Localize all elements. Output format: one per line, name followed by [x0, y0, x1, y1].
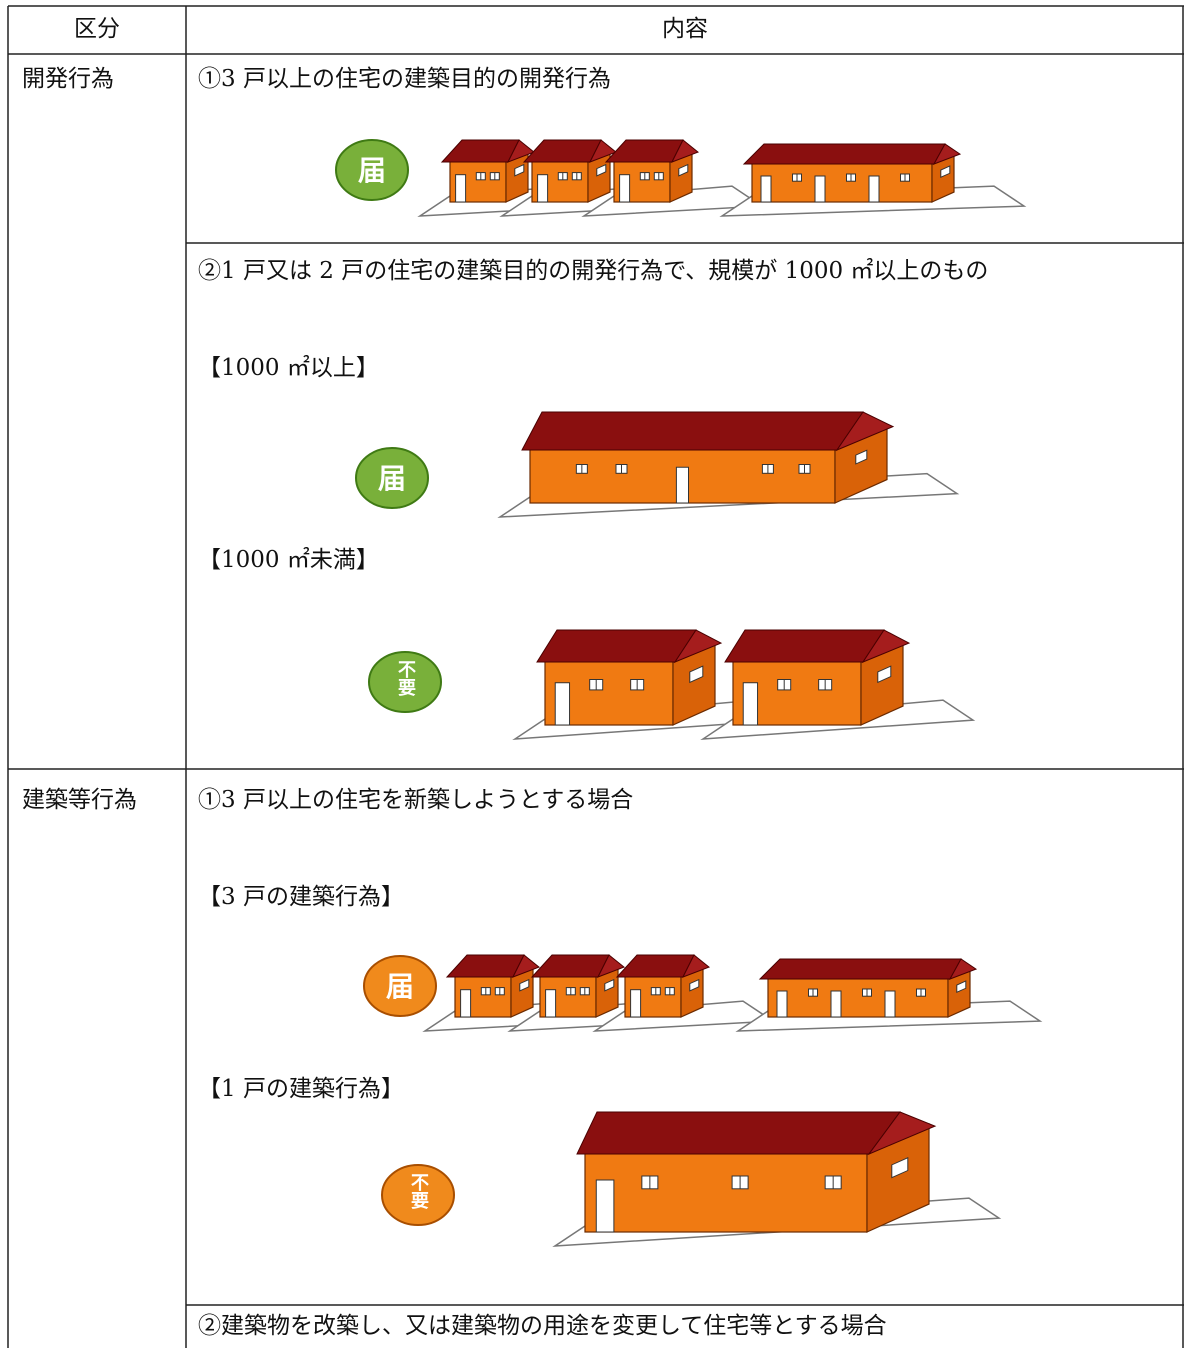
door	[760, 175, 772, 203]
window	[891, 1156, 909, 1179]
roof	[522, 139, 602, 163]
house-illustration	[719, 143, 1027, 217]
roof	[576, 1111, 901, 1155]
door	[554, 682, 571, 726]
roof-gable	[506, 139, 535, 163]
badge-shape	[368, 651, 442, 713]
door	[868, 175, 880, 203]
window	[596, 163, 607, 177]
window	[519, 978, 530, 992]
door	[455, 174, 467, 203]
house-illustration	[512, 629, 788, 740]
roof	[530, 954, 610, 978]
badge: 届	[335, 139, 409, 201]
window	[855, 449, 868, 465]
roof	[536, 629, 697, 663]
roof	[521, 411, 864, 451]
door	[545, 989, 557, 1018]
window	[689, 978, 700, 992]
item-text: ②建築物を改築し、又は建築物の用途を変更して住宅等とする場合	[198, 1313, 887, 1339]
badge-text: 不要	[395, 660, 416, 697]
roof-gable	[670, 139, 699, 163]
door	[537, 174, 549, 203]
badge: 届	[355, 447, 429, 509]
badge: 不要	[368, 651, 442, 713]
door	[630, 989, 642, 1018]
door	[675, 466, 690, 504]
house-illustration	[700, 629, 976, 740]
badge-text: 届	[358, 154, 386, 187]
door	[830, 990, 842, 1018]
header-cell: 内容	[662, 16, 708, 42]
roof	[445, 954, 525, 978]
figure-label: 【1000 ㎡未満】	[198, 547, 379, 573]
door	[460, 989, 472, 1018]
roof-gable	[681, 954, 710, 978]
roof-gable	[673, 629, 723, 664]
house-illustration	[592, 954, 776, 1032]
header-cell: 区分	[74, 16, 120, 42]
window	[604, 978, 615, 992]
window	[678, 163, 689, 177]
badge-shape	[363, 955, 437, 1017]
badge: 届	[363, 955, 437, 1017]
window	[940, 165, 951, 178]
window	[689, 665, 704, 684]
house-illustration	[552, 1111, 1002, 1247]
door	[742, 682, 759, 726]
roof-gable	[511, 954, 540, 978]
category: 開発行為	[22, 66, 114, 92]
roof	[615, 954, 695, 978]
item-text: ①3 戸以上の住宅を新築しようとする場合	[198, 787, 633, 813]
badge: 不要	[381, 1164, 455, 1226]
roof-gable	[932, 143, 962, 165]
door	[814, 175, 826, 203]
window	[956, 980, 967, 993]
roof	[758, 958, 962, 980]
door	[595, 1179, 615, 1233]
house-illustration	[497, 411, 960, 518]
house-front	[751, 161, 933, 203]
roof-gable	[867, 1111, 937, 1156]
roof	[724, 629, 885, 663]
badge-text: 不要	[408, 1173, 429, 1210]
door	[776, 990, 788, 1018]
figure-label: 【3 戸の建築行為】	[198, 884, 404, 910]
badge-shape	[335, 139, 409, 201]
roof-gable	[861, 629, 911, 664]
door	[884, 990, 896, 1018]
roof	[440, 139, 520, 163]
house-illustration	[581, 139, 765, 217]
figure-label: 【1 戸の建築行為】	[198, 1076, 404, 1102]
door	[619, 174, 631, 203]
roof-gable	[835, 411, 895, 452]
roof	[742, 143, 946, 165]
category: 建築等行為	[22, 787, 137, 813]
figure-label: 【1000 ㎡以上】	[198, 355, 379, 381]
house-front	[767, 976, 949, 1018]
item-text: ①3 戸以上の住宅の建築目的の開発行為	[198, 66, 611, 92]
badge-shape	[381, 1164, 455, 1226]
roof-gable	[596, 954, 625, 978]
roof-gable	[588, 139, 617, 163]
house-illustration	[735, 958, 1043, 1032]
badge-text: 届	[386, 970, 414, 1003]
item-text: ②1 戸又は 2 戸の住宅の建築目的の開発行為で、規模が 1000 ㎡以上のもの	[198, 258, 988, 284]
badge-shape	[355, 447, 429, 509]
window	[514, 163, 525, 177]
roof	[604, 139, 684, 163]
house-front	[584, 1151, 868, 1233]
window	[877, 665, 892, 684]
roof-gable	[948, 958, 978, 980]
badge-text: 届	[378, 462, 406, 495]
